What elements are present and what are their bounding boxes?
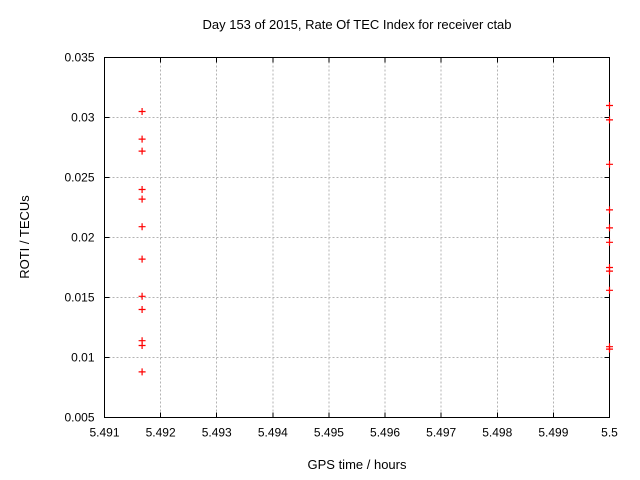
- y-tick-label: 0.03: [71, 111, 95, 125]
- data-point-marker: [606, 224, 613, 232]
- x-axis-label: GPS time / hours: [307, 457, 407, 472]
- data-point-marker: [138, 223, 146, 231]
- data-point-marker: [606, 206, 613, 214]
- data-point-marker: [606, 116, 613, 124]
- data-point-marker: [138, 135, 146, 143]
- data-point-marker: [138, 342, 146, 349]
- data-point-marker: [138, 186, 146, 193]
- data-point-marker: [138, 108, 146, 115]
- y-tick-label: 0.02: [71, 231, 95, 245]
- data-point-marker: [138, 292, 146, 300]
- x-tick-label: 5.492: [146, 426, 176, 440]
- x-tick-label: 5.499: [538, 426, 568, 440]
- x-tick-label: 5.497: [426, 426, 456, 440]
- y-tick-label: 0.01: [71, 351, 95, 365]
- data-point-marker: [138, 368, 146, 376]
- data-point-marker: [138, 306, 146, 313]
- data-point-marker: [606, 345, 613, 353]
- x-tick-label: 5.496: [370, 426, 400, 440]
- y-tick-label: 0.005: [64, 411, 94, 425]
- data-point-marker: [606, 286, 613, 294]
- x-tick-label: 5.495: [314, 426, 344, 440]
- data-point-marker: [138, 195, 146, 203]
- y-tick-label: 0.035: [64, 51, 94, 65]
- chart-title: Day 153 of 2015, Rate Of TEC Index for r…: [202, 17, 512, 32]
- y-tick-label: 0.025: [64, 171, 94, 185]
- data-point-marker: [606, 160, 613, 168]
- data-point-marker: [138, 147, 146, 155]
- data-point-marker: [138, 255, 146, 263]
- x-tick-label: 5.493: [202, 426, 232, 440]
- x-tick-label: 5.498: [482, 426, 512, 440]
- data-point-marker: [606, 102, 613, 109]
- x-tick-label: 5.5: [601, 426, 618, 440]
- x-tick-label: 5.494: [258, 426, 288, 440]
- x-tick-label: 5.491: [89, 426, 119, 440]
- y-tick-label: 0.015: [64, 291, 94, 305]
- data-point-marker: [606, 238, 613, 246]
- data-point-marker: [606, 267, 613, 275]
